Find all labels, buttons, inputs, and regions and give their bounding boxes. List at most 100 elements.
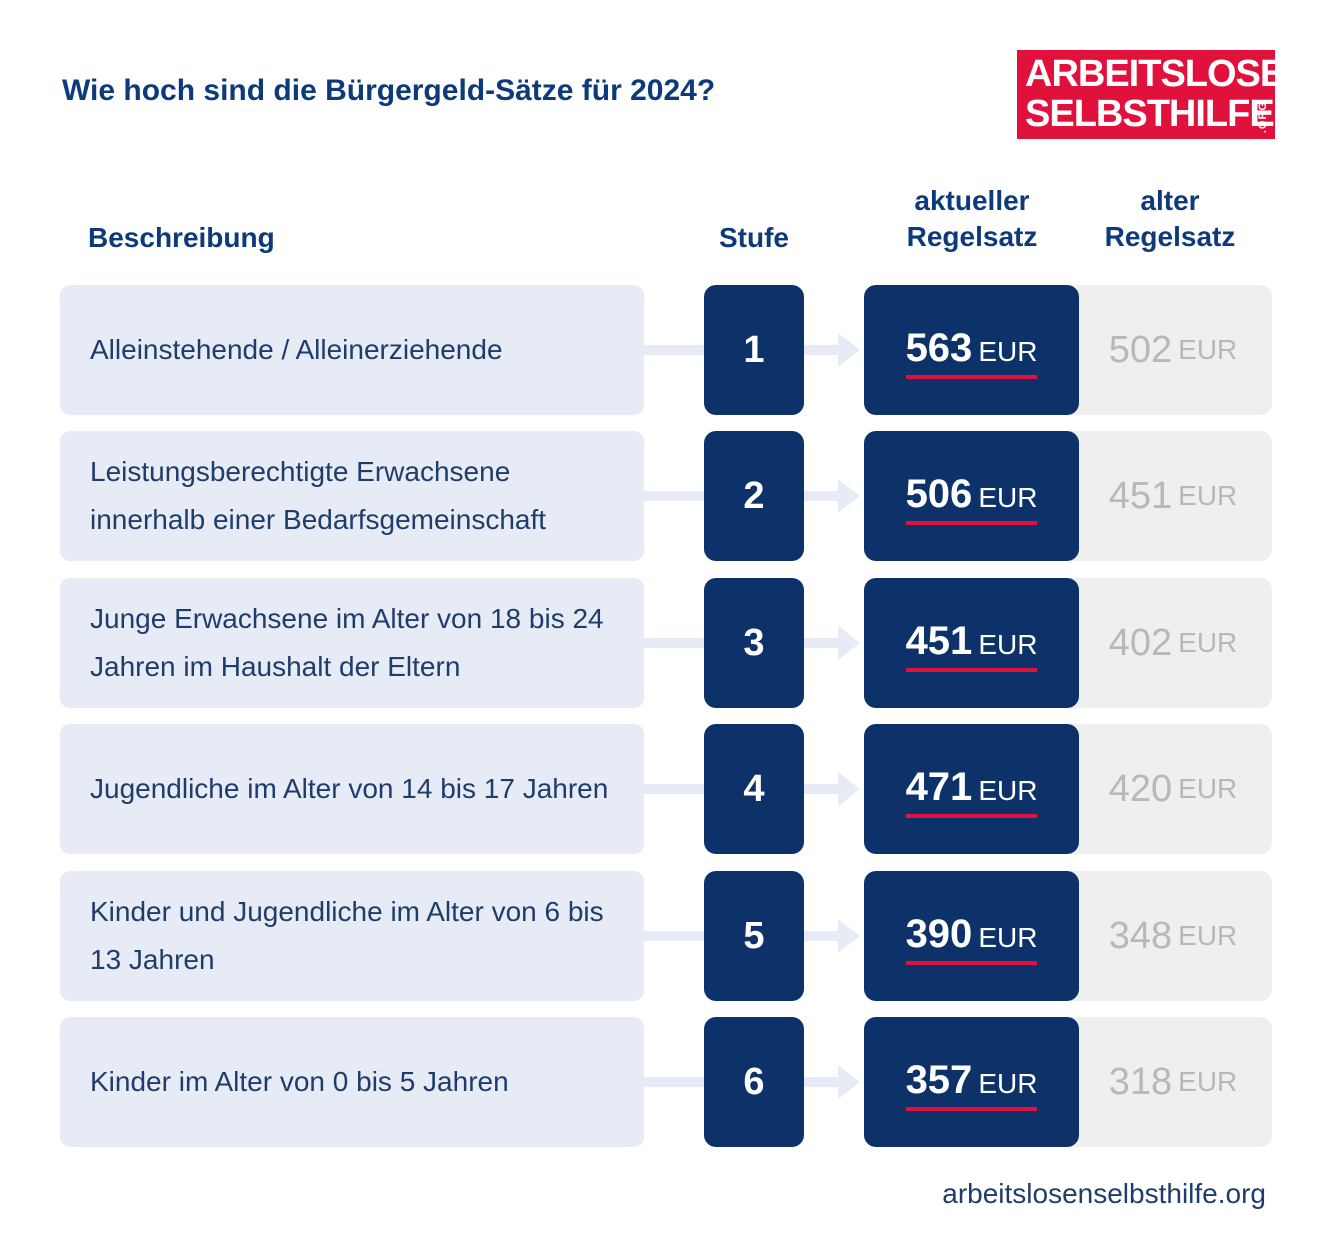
row-description-cell: Alleinstehende / Alleinerziehende [60,285,644,415]
row-description: Kinder im Alter von 0 bis 5 Jahren [90,1066,509,1097]
current-rate-cell: 390 EUR [864,871,1079,1001]
current-rate-value: 471 [905,764,973,809]
row-description-cell: Leistungsberechtigte Erwachsene innerhal… [60,431,644,561]
connector-line [644,345,704,355]
connector-line [804,638,840,648]
old-rate-cell: 420 EUR [1060,724,1272,854]
current-rate-underline [905,813,1038,818]
row-description-cell: Kinder und Jugendliche im Alter von 6 bi… [60,871,644,1001]
current-rate-underline [905,374,1038,379]
footer-url: arbeitslosenselbsthilfe.org [942,1178,1266,1209]
current-rate-unit: EUR [978,921,1038,953]
arrow-right-icon [838,333,860,367]
current-rate-unit: EUR [978,335,1038,367]
current-rate-unit: EUR [978,628,1038,660]
old-rate-unit: EUR [1178,773,1238,804]
current-rate: 357 EUR [905,1057,1038,1111]
current-rate: 506 EUR [905,471,1038,525]
connector-line [804,345,840,355]
old-rate-value: 451 [1108,474,1173,517]
column-header-old: alter Regelsatz [1104,185,1236,252]
arrow-right-icon [838,919,860,953]
table-row: Alleinstehende / Alleinerziehende 1 502 … [0,285,1336,415]
current-rate: 390 EUR [905,911,1038,965]
row-description-cell: Jugendliche im Alter von 14 bis 17 Jahre… [60,724,644,854]
row-description: Jugendliche im Alter von 14 bis 17 Jahre… [90,773,609,804]
old-rate-unit: EUR [1178,1066,1238,1097]
connector-line [804,931,840,941]
old-rate-unit: EUR [1178,480,1238,511]
table-row: Leistungsberechtigte Erwachsene innerhal… [0,431,1336,561]
arrow-right-icon [838,479,860,513]
old-rate-value: 502 [1108,328,1173,371]
column-header-level: Stufe [719,222,789,253]
row-description: Kinder und Jugendliche im Alter von 6 bi… [90,896,604,975]
current-rate-cell: 451 EUR [864,578,1079,708]
current-rate-unit: EUR [978,1067,1038,1099]
row-description: Junge Erwachsene im Alter von 18 bis 24 … [90,603,604,682]
old-rate-cell: 502 EUR [1060,285,1272,415]
arrow-right-icon [838,772,860,806]
old-rate-value: 402 [1108,621,1173,664]
level-badge: 1 [704,285,804,415]
level-badge: 3 [704,578,804,708]
row-description-cell: Junge Erwachsene im Alter von 18 bis 24 … [60,578,644,708]
connector-line [804,1077,840,1087]
arrow-right-icon [838,1065,860,1099]
current-rate-value: 451 [905,618,973,663]
connector-line [644,931,704,941]
level-badge: 4 [704,724,804,854]
table-row: Kinder und Jugendliche im Alter von 6 bi… [0,871,1336,1001]
current-rate-cell: 357 EUR [864,1017,1079,1147]
old-rate-cell: 318 EUR [1060,1017,1272,1147]
connector-line [644,491,704,501]
current-rate-cell: 471 EUR [864,724,1079,854]
arrow-right-icon [838,626,860,660]
table-row: Junge Erwachsene im Alter von 18 bis 24 … [0,578,1336,708]
connector-line [644,1077,704,1087]
current-rate: 563 EUR [905,325,1038,379]
current-rate-underline [905,667,1038,672]
level-badge: 2 [704,431,804,561]
old-rate-cell: 402 EUR [1060,578,1272,708]
table-row: Jugendliche im Alter von 14 bis 17 Jahre… [0,724,1336,854]
connector-line [804,491,840,501]
current-rate-value: 390 [905,911,973,956]
current-rate-value: 563 [905,325,973,370]
logo-line-2: SELBSTHILFE [1025,93,1275,135]
old-rate-unit: EUR [1178,920,1238,951]
level-badge: 5 [704,871,804,1001]
current-rate-cell: 563 EUR [864,285,1079,415]
current-rate: 451 EUR [905,618,1038,672]
old-rate-unit: EUR [1178,334,1238,365]
row-description: Leistungsberechtigte Erwachsene innerhal… [90,456,547,535]
row-description-cell: Kinder im Alter von 0 bis 5 Jahren [60,1017,644,1147]
current-rate-unit: EUR [978,774,1038,806]
page-title: Wie hoch sind die Bürgergeld-Sätze für 2… [62,74,716,107]
old-rate-cell: 451 EUR [1060,431,1272,561]
current-rate-unit: EUR [978,481,1038,513]
current-rate-value: 506 [905,471,973,516]
logo-line-1: ARBEITSLOSEN [1025,53,1312,95]
current-rate-underline [905,520,1038,525]
old-rate-unit: EUR [1178,627,1238,658]
logo-suffix: .ORG [1257,100,1269,133]
current-rate-cell: 506 EUR [864,431,1079,561]
connector-line [644,784,704,794]
table-row: Kinder im Alter von 0 bis 5 Jahren 6 318… [0,1017,1336,1147]
old-rate-cell: 348 EUR [1060,871,1272,1001]
connector-line [804,784,840,794]
connector-line [644,638,704,648]
current-rate: 471 EUR [905,764,1038,818]
row-description: Alleinstehende / Alleinerziehende [90,334,503,365]
level-badge: 6 [704,1017,804,1147]
old-rate-value: 318 [1108,1060,1173,1103]
current-rate-value: 357 [905,1057,973,1102]
old-rate-value: 348 [1108,914,1173,957]
column-header-current: aktueller Regelsatz [906,185,1038,252]
current-rate-underline [905,1106,1038,1111]
column-header-description: Beschreibung [88,222,275,253]
old-rate-value: 420 [1108,767,1173,810]
current-rate-underline [905,960,1038,965]
brand-logo: ARBEITSLOSEN SELBSTHILFE .ORG [1017,50,1312,139]
